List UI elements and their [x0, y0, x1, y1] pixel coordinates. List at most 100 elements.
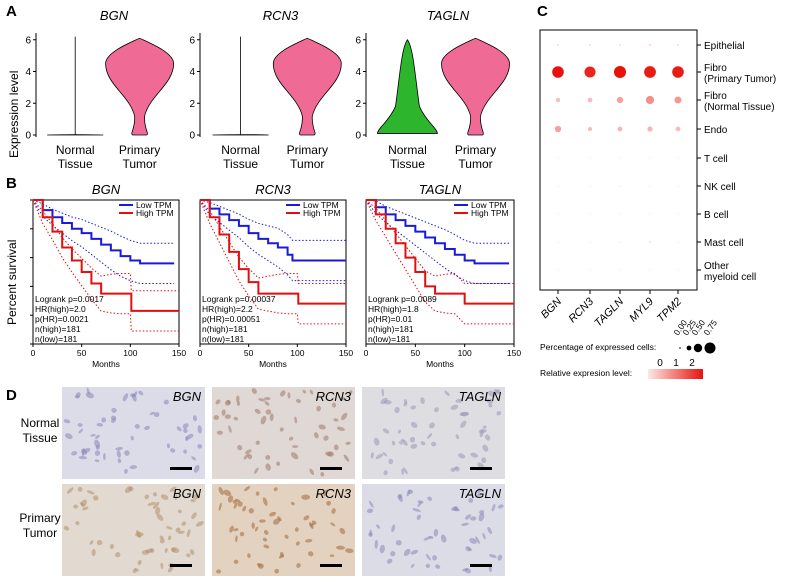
ihc-nucleus	[420, 441, 426, 446]
dotplot-dot	[676, 43, 680, 47]
ihc-nucleus	[482, 444, 489, 452]
survival-ci-upper	[32, 199, 175, 244]
ihc-nucleus	[91, 548, 96, 557]
panel-c-letter: C	[537, 3, 548, 20]
ihc-nucleus	[78, 428, 84, 434]
ihc-nucleus	[254, 408, 261, 415]
dotplot-row-label: T cell	[704, 154, 728, 165]
dotplot-dot	[589, 241, 591, 243]
ihc-nucleus	[287, 392, 291, 399]
dotplot-dot	[618, 43, 622, 47]
ihc-nucleus	[455, 398, 464, 403]
ihc-nucleus	[262, 497, 268, 506]
ihc-nucleus	[82, 506, 89, 511]
ihc-nucleus	[77, 486, 83, 492]
ihc-nucleus	[333, 418, 339, 422]
ihc-nucleus	[176, 426, 182, 432]
survival-xtick-label: 100	[123, 348, 137, 358]
dotplot-dot	[644, 66, 656, 78]
violin-xlabel-normal: Normal	[56, 143, 95, 157]
dotplot-dot	[557, 185, 559, 187]
ihc-nucleus	[444, 390, 450, 397]
ihc-nucleus	[403, 548, 411, 557]
ihc-nucleus	[487, 527, 493, 535]
ihc-nucleus	[197, 425, 202, 434]
ihc-nucleus	[331, 508, 336, 514]
ihc-nucleus	[294, 527, 299, 532]
dotplot-dot	[584, 66, 596, 78]
ihc-nucleus	[410, 443, 418, 449]
ihc-nucleus	[138, 390, 144, 396]
ihc-nucleus	[383, 470, 388, 476]
ihc-nucleus	[244, 486, 251, 492]
color-legend-tick: 2	[689, 358, 695, 369]
ihc-nucleus	[401, 468, 405, 475]
ihc-nucleus	[255, 440, 261, 445]
violin-ytick-label: 4	[355, 67, 361, 78]
ihc-nucleus	[412, 508, 421, 512]
ihc-nucleus	[497, 554, 503, 561]
ihc-nucleus	[236, 395, 240, 403]
ihc-nucleus	[295, 398, 302, 404]
ihc-nucleus	[435, 564, 441, 569]
survival-xlabel: Months	[259, 359, 287, 369]
dotplot-dot	[649, 185, 651, 187]
panel-a-ylabel: Expression level	[7, 71, 21, 158]
ihc-scale-bar	[170, 467, 192, 470]
ihc-nucleus	[233, 502, 238, 509]
ihc-nucleus	[111, 407, 117, 413]
ihc-nucleus	[94, 459, 100, 463]
ihc-nucleus	[254, 526, 259, 532]
ihc-nucleus	[464, 568, 472, 574]
ihc-nucleus	[258, 398, 266, 402]
ihc-nucleus	[320, 471, 325, 477]
dotplot-dot	[647, 126, 653, 132]
ihc-nucleus	[90, 434, 96, 437]
ihc-gene-label: RCN3	[316, 389, 352, 404]
ihc-row-label: Tissue	[23, 431, 58, 445]
dotplot-dot	[672, 66, 684, 78]
ihc-nucleus	[192, 415, 197, 422]
ihc-nucleus	[174, 494, 178, 500]
ihc-nucleus	[326, 500, 332, 506]
ihc-nucleus	[390, 551, 396, 557]
survival-curve-high	[33, 199, 179, 312]
ihc-nucleus	[186, 529, 191, 538]
ihc-nucleus	[94, 450, 101, 456]
ihc-nucleus	[391, 524, 396, 533]
survival-stat: Logrank p=0.0089	[368, 294, 437, 304]
violin-ytick-label: 4	[189, 67, 195, 78]
ihc-nucleus	[95, 434, 100, 440]
dotplot-row-label: myeloid cell	[704, 272, 756, 283]
dotplot-dot	[557, 269, 559, 271]
ihc-nucleus	[291, 445, 299, 448]
ihc-nucleus	[332, 402, 337, 408]
survival-stat: n(high)=181	[368, 324, 414, 334]
ihc-nucleus	[255, 491, 260, 496]
ihc-nucleus	[183, 449, 187, 454]
ihc-tile	[62, 387, 205, 479]
ihc-nucleus	[137, 560, 142, 566]
dotplot-row-label: Mast cell	[704, 238, 743, 249]
dotplot-row-label: (Primary Tumor)	[704, 74, 776, 85]
ihc-nucleus	[63, 419, 71, 424]
ihc-nucleus	[336, 545, 345, 550]
ihc-nucleus	[295, 541, 300, 546]
ihc-nucleus	[221, 409, 226, 416]
ihc-nucleus	[465, 546, 471, 552]
ihc-nucleus	[74, 395, 80, 399]
ihc-nucleus	[227, 495, 234, 503]
violin-xlabel-tumor: Tumor	[458, 157, 492, 171]
ihc-nucleus	[130, 435, 134, 441]
survival-xtick-label: 150	[339, 348, 353, 358]
ihc-nucleus	[233, 528, 239, 532]
ihc-nucleus	[375, 453, 384, 460]
ihc-nucleus	[193, 464, 200, 473]
ihc-nucleus	[394, 406, 400, 414]
ihc-nucleus	[279, 427, 284, 432]
dotplot-dot	[555, 97, 561, 103]
ihc-nucleus	[482, 425, 487, 429]
survival-legend-label: Low TPM	[136, 200, 172, 210]
